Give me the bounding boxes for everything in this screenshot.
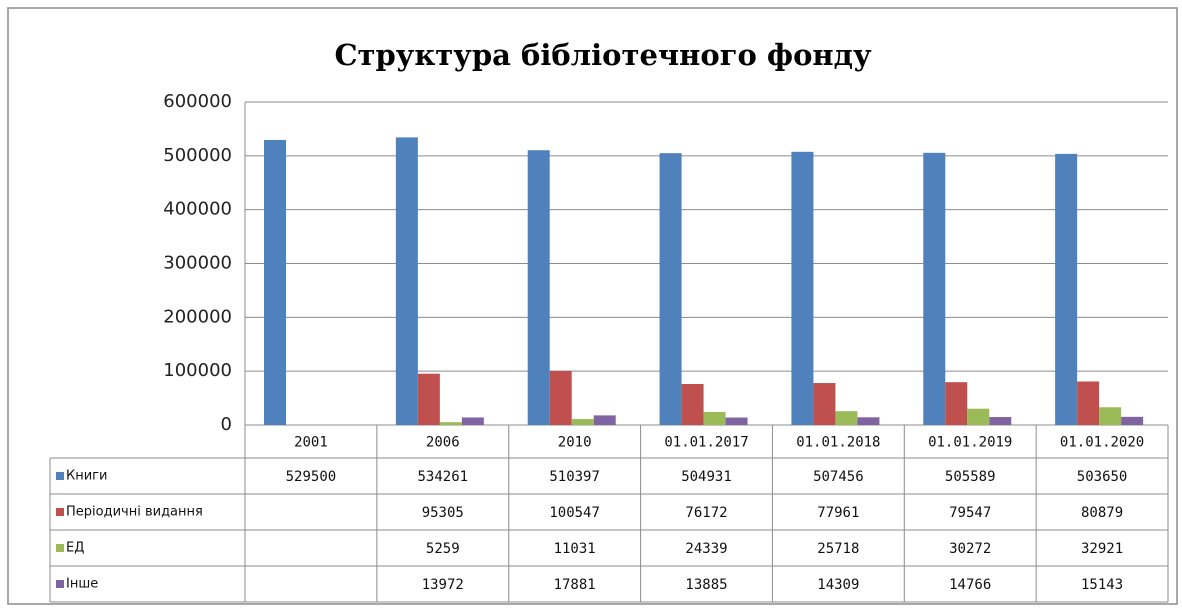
table-cell: 15143 <box>1081 577 1123 593</box>
bar <box>439 422 462 425</box>
table-cell: 77961 <box>817 505 859 521</box>
table-cell: 14766 <box>949 577 991 593</box>
table-cell: 505589 <box>945 469 996 485</box>
legend-swatch <box>56 580 64 588</box>
y-tick-label: 200000 <box>163 306 232 327</box>
y-tick-label: 300000 <box>163 253 232 274</box>
bar <box>923 152 946 425</box>
table-cell: 11031 <box>554 541 596 557</box>
table-cell: 25718 <box>817 541 859 557</box>
bar <box>945 382 968 425</box>
x-tick-label: 2001 <box>294 435 328 451</box>
bar <box>1121 416 1144 425</box>
x-tick-label: 01.01.2017 <box>664 435 748 451</box>
x-tick-label: 01.01.2020 <box>1060 435 1144 451</box>
bar <box>417 373 440 425</box>
legend-label: Книги <box>66 469 107 484</box>
table-cell: 17881 <box>554 577 596 593</box>
bar <box>835 411 858 425</box>
table-cell: 507456 <box>813 469 864 485</box>
x-tick-label: 01.01.2019 <box>928 435 1012 451</box>
bar <box>813 383 836 425</box>
x-tick-label: 2010 <box>558 435 592 451</box>
table-cell: 503650 <box>1077 469 1128 485</box>
bar <box>703 411 726 425</box>
bar <box>989 417 1012 425</box>
x-tick-label: 2006 <box>426 435 460 451</box>
bar <box>461 417 484 425</box>
legend-label: ЕД <box>66 541 84 556</box>
table-cell: 32921 <box>1081 541 1123 557</box>
table-cell: 534261 <box>417 469 468 485</box>
legend-swatch <box>56 472 64 480</box>
table-cell: 13885 <box>685 577 727 593</box>
y-tick-label: 100000 <box>163 360 232 381</box>
y-tick-label: 400000 <box>163 199 232 220</box>
bar <box>1099 407 1122 425</box>
bar <box>967 408 990 425</box>
legend-label: Періодичні видання <box>66 505 203 520</box>
table-cell: 13972 <box>422 577 464 593</box>
legend-label: Інше <box>66 577 98 592</box>
bar <box>264 139 286 425</box>
chart-title: Структура бібліотечного фонду <box>334 38 872 72</box>
y-tick-label: 0 <box>221 414 232 435</box>
bar <box>395 137 418 425</box>
table-cell: 79547 <box>949 505 991 521</box>
table-cell: 14309 <box>817 577 859 593</box>
bar <box>1077 381 1100 425</box>
table-cell: 529500 <box>286 469 337 485</box>
table-cell: 504931 <box>681 469 732 485</box>
legend-swatch <box>56 544 64 552</box>
table-cell: 5259 <box>426 541 460 557</box>
bar <box>791 151 814 425</box>
chart-frame <box>7 7 1178 605</box>
x-tick-label: 01.01.2018 <box>796 435 880 451</box>
y-tick-label: 600000 <box>163 91 232 112</box>
bar <box>857 417 880 425</box>
table-cell: 24339 <box>685 541 727 557</box>
legend-swatch <box>56 508 64 516</box>
bar <box>681 383 704 425</box>
bar <box>1055 153 1078 426</box>
y-tick-label: 500000 <box>163 145 232 166</box>
bar <box>659 153 682 425</box>
table-cell: 76172 <box>685 505 727 521</box>
table-cell: 80879 <box>1081 505 1123 521</box>
table-cell: 30272 <box>949 541 991 557</box>
table-cell: 95305 <box>422 505 464 521</box>
bar <box>571 419 594 425</box>
bar <box>725 417 748 425</box>
bar <box>549 370 572 425</box>
table-cell: 100547 <box>549 505 600 521</box>
bar <box>527 150 550 426</box>
bar <box>593 415 616 425</box>
table-cell: 510397 <box>549 469 600 485</box>
